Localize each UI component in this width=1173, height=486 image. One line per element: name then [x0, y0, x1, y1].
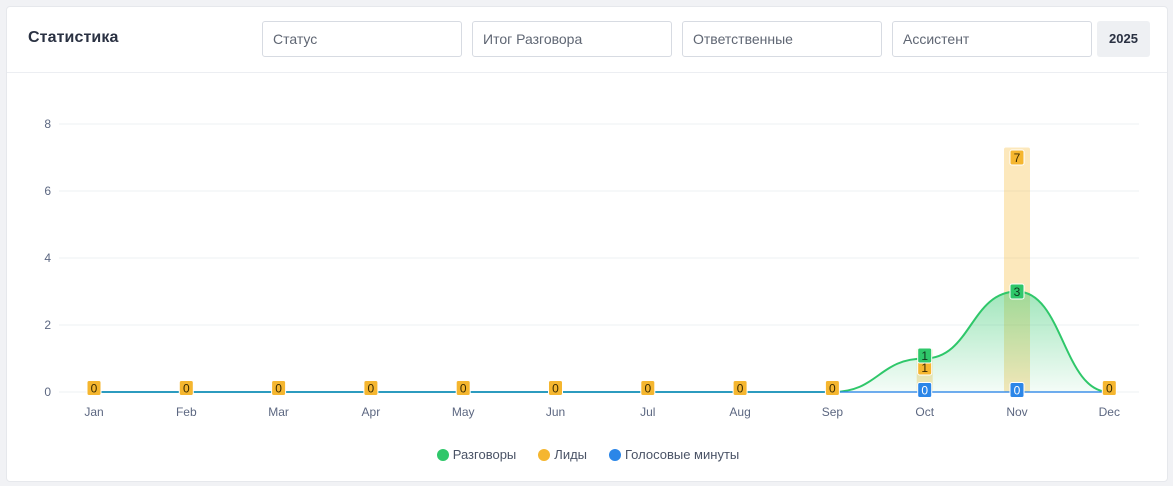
voice-data-label — [1009, 382, 1025, 398]
responsible-filter-input[interactable] — [682, 21, 882, 57]
card-header: Статистика 2025 — [7, 7, 1167, 73]
leads-data-label-label: 0 — [91, 382, 98, 396]
leads-data-label — [548, 380, 563, 396]
x-tick-label: Jan — [84, 405, 103, 419]
leads-data-label-label: 0 — [737, 382, 744, 396]
conversations-data-label-label: 3 — [1014, 285, 1021, 299]
assistant-filter-input[interactable] — [892, 21, 1092, 57]
legend-item-leads[interactable]: Лиды — [538, 447, 587, 462]
leads-data-label-label: 0 — [460, 382, 467, 396]
leads-data-label — [455, 380, 471, 396]
leads-data-label-label: 0 — [275, 382, 282, 396]
leads-data-label-label: 7 — [1014, 151, 1021, 165]
conversations-data-label-label: 1 — [921, 349, 928, 363]
leads-data-label-label: 0 — [1106, 382, 1113, 396]
y-tick-label: 4 — [44, 251, 51, 265]
leads-data-label — [178, 380, 194, 396]
leads-data-label-label: 0 — [183, 382, 190, 396]
legend-label: Разговоры — [452, 447, 517, 462]
x-tick-label: Mar — [268, 405, 289, 419]
leads-data-label-label: 0 — [644, 382, 651, 396]
legend-dot-voice-minutes — [609, 448, 622, 461]
leads-data-label — [824, 380, 840, 396]
page-title: Статистика — [28, 29, 119, 46]
x-tick-label: May — [452, 405, 475, 419]
y-tick-label: 8 — [44, 117, 51, 131]
y-tick-label: 6 — [44, 184, 51, 198]
conversations-data-label — [1009, 283, 1025, 300]
chart-legend: Разговоры Лиды Голосовые минуты — [7, 447, 1169, 462]
result-filter-input[interactable] — [472, 21, 672, 57]
legend-dot-leads — [538, 448, 551, 461]
leads-data-label — [86, 380, 102, 396]
x-tick-label: Jul — [640, 405, 655, 419]
legend-item-conversations[interactable]: Разговоры — [436, 447, 517, 462]
statistics-card: Статистика 2025 0 2 4 6 8 Jan Feb Mar Apr May Jun J… — [6, 6, 1168, 482]
legend-dot-conversations — [436, 448, 449, 461]
leads-data-label — [732, 380, 748, 396]
leads-data-label-label: 0 — [552, 382, 559, 396]
statistics-chart: 0 2 4 6 8 Jan Feb Mar Apr May Jun Jul Aug Sep Oct Nov De… — [44, 117, 1139, 419]
leads-data-label — [1101, 380, 1117, 396]
leads-data-label — [363, 380, 379, 396]
status-filter-input[interactable] — [262, 21, 462, 57]
voice-data-label-label: 0 — [1014, 384, 1021, 398]
leads-data-label — [640, 380, 656, 396]
x-tick-label: Apr — [362, 405, 381, 419]
y-tick-label: 2 — [44, 318, 51, 332]
x-tick-label: Oct — [915, 405, 934, 419]
conversations-area — [94, 291, 1110, 392]
legend-label: Лиды — [554, 447, 588, 462]
legend-item-voice-minutes[interactable]: Голосовые минуты — [609, 447, 739, 462]
y-tick-label: 0 — [44, 385, 51, 399]
leads-data-label — [271, 380, 287, 396]
x-tick-label: Nov — [1006, 405, 1027, 419]
leads-data-label-label: 0 — [368, 382, 375, 396]
year-selector[interactable]: 2025 — [1097, 21, 1150, 57]
voice-data-label — [917, 382, 933, 398]
voice-data-label-label: 0 — [921, 384, 928, 398]
x-tick-label: Feb — [176, 405, 197, 419]
leads-data-label-label: 1 — [921, 361, 928, 375]
leads-data-label-label: 0 — [829, 382, 836, 396]
x-tick-label: Jun — [546, 405, 565, 419]
legend-label: Голосовые минуты — [625, 447, 740, 462]
leads-data-label — [1009, 149, 1025, 166]
x-tick-label: Sep — [822, 405, 844, 419]
x-tick-label: Dec — [1099, 405, 1120, 419]
conversations-data-label — [917, 347, 933, 364]
x-tick-label: Aug — [729, 405, 750, 419]
